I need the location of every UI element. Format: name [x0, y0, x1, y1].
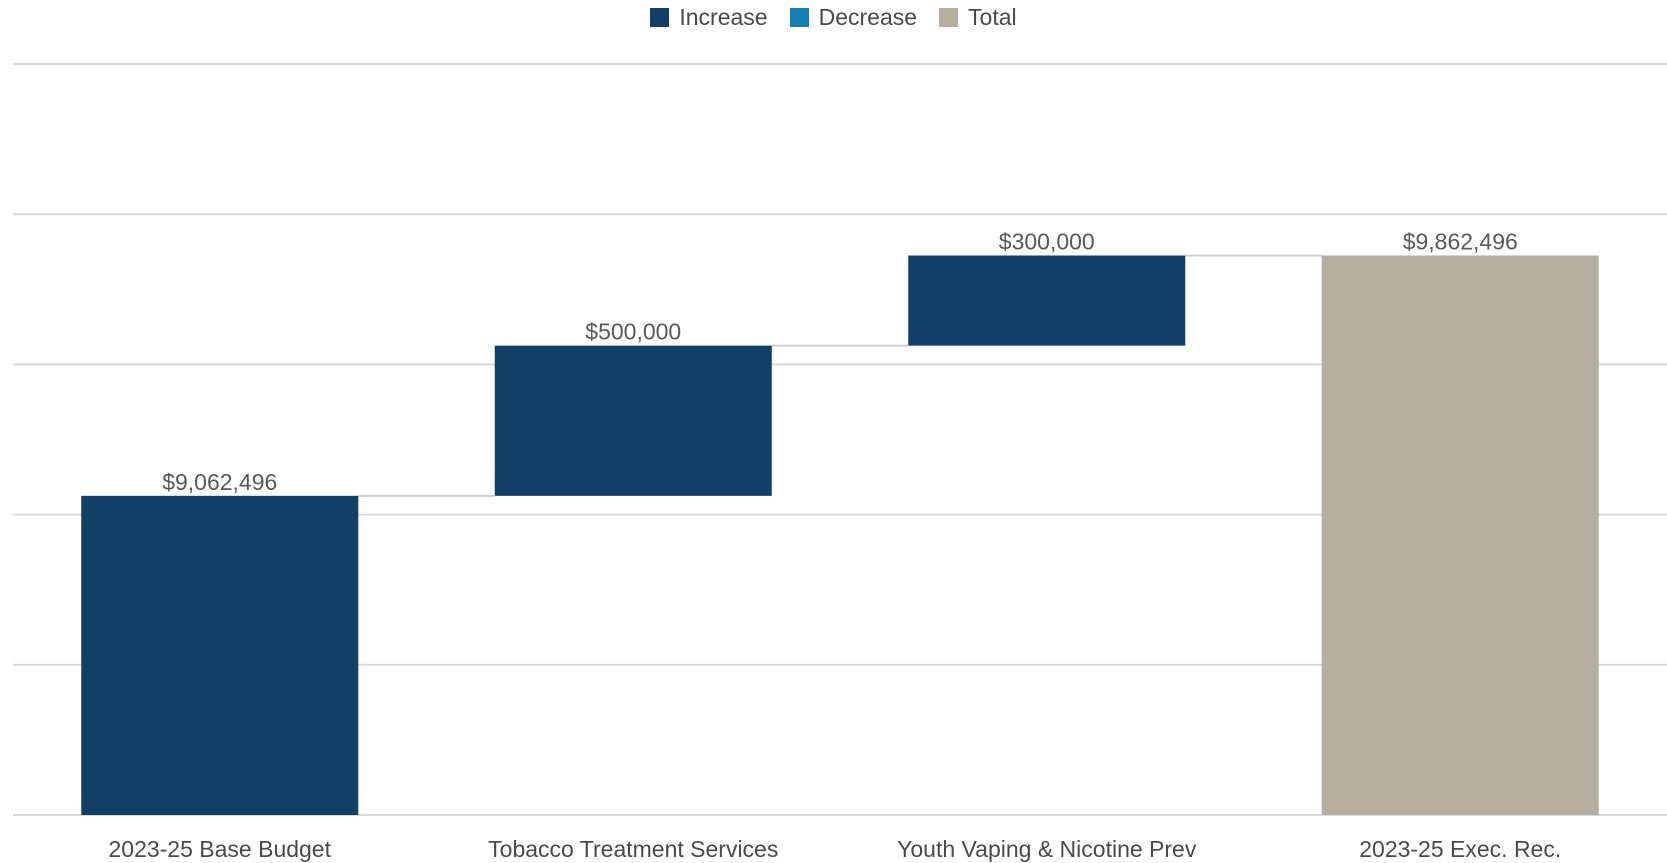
data-label-2: $300,000 [999, 229, 1095, 255]
bars [81, 255, 1599, 815]
legend-swatch-total [939, 8, 959, 27]
data-label-1: $500,000 [585, 319, 681, 345]
x-axis-labels: 2023-25 Base Budget Tobacco Treatment Ser… [108, 836, 1561, 862]
data-labels: $9,062,496 $500,000 $300,000 $9,862,496 [162, 229, 1518, 495]
x-tick-label-0: 2023-25 Base Budget [108, 836, 331, 862]
legend: Increase Decrease Total [0, 4, 1667, 31]
x-tick-label-2: Youth Vaping & Nicotine Prev [897, 836, 1197, 862]
legend-item-increase[interactable]: Increase [650, 4, 768, 31]
legend-swatch-decrease [789, 8, 809, 27]
bar-0[interactable] [81, 495, 359, 815]
bar-2[interactable] [908, 255, 1186, 346]
legend-label-increase: Increase [679, 4, 768, 30]
bar-3[interactable] [1321, 255, 1599, 815]
connector-lines [358, 254, 1322, 497]
data-label-3: $9,862,496 [1403, 229, 1518, 255]
data-label-0: $9,062,496 [162, 469, 277, 495]
bar-1[interactable] [494, 345, 772, 496]
x-tick-label-1: Tobacco Treatment Services [488, 836, 778, 862]
legend-label-total: Total [968, 4, 1017, 30]
legend-swatch-increase [650, 8, 670, 27]
x-tick-label-3: 2023-25 Exec. Rec. [1359, 836, 1561, 862]
legend-label-decrease: Decrease [818, 4, 918, 30]
legend-item-decrease[interactable]: Decrease [789, 4, 918, 31]
legend-item-total[interactable]: Total [939, 4, 1017, 31]
